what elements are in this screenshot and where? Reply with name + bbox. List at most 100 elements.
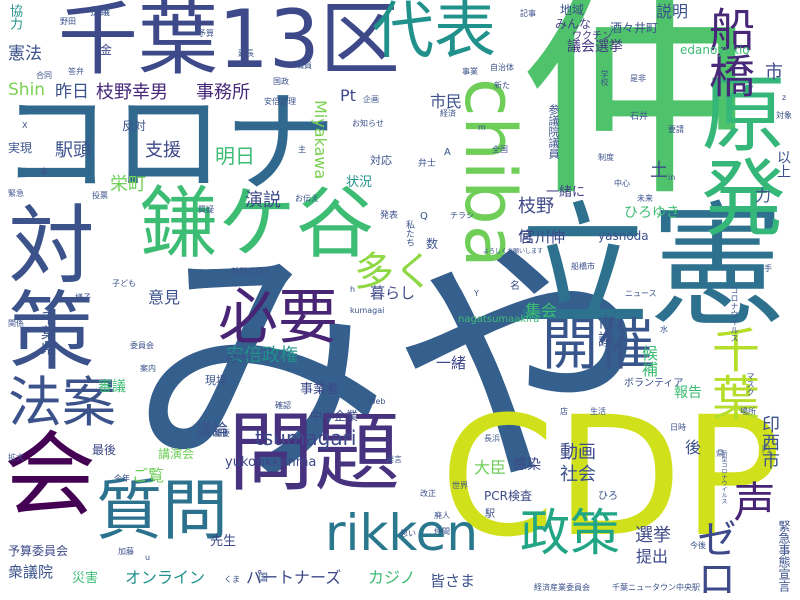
word-170: 何 xyxy=(518,229,532,245)
word-79: 感染 xyxy=(513,457,541,473)
word-28: edanoyukio xyxy=(680,43,750,57)
word-166: 千葉ニュータウン中央駅 xyxy=(612,583,700,592)
word-98: 国政 xyxy=(273,77,289,86)
word-83: オンライン xyxy=(125,568,206,587)
word-42: 駅頭 xyxy=(55,140,91,161)
word-150: 日時 xyxy=(670,423,686,432)
word-84: パートナーズ xyxy=(246,568,342,587)
word-20: 千葉 xyxy=(703,325,759,421)
word-48: 枝野 xyxy=(518,196,554,217)
word-108: 企画 xyxy=(363,95,379,104)
word-174: 事 xyxy=(40,167,48,176)
word-82: 提出 xyxy=(636,547,669,566)
word-144: ボランティア xyxy=(624,378,684,389)
word-66: 事業者 xyxy=(300,382,340,397)
word-58: 暮らし xyxy=(370,284,416,302)
word-33: 協力 xyxy=(7,4,22,30)
word-72: 講演会 xyxy=(158,447,195,461)
word-148: 店 xyxy=(560,407,568,416)
word-115: 主 xyxy=(298,145,306,154)
word-86: 皆さま xyxy=(430,572,476,590)
word-177: 手 xyxy=(764,264,772,273)
word-4: コロナ xyxy=(0,79,336,209)
word-43: 支援 xyxy=(145,140,181,161)
word-65: 一緒 xyxy=(436,354,467,372)
word-64: 千葉県 xyxy=(39,310,57,355)
word-36: 枝野幸男 xyxy=(96,82,168,103)
word-172: 名 xyxy=(510,281,520,292)
word-118: 全国 xyxy=(492,145,508,154)
word-70: 審議 xyxy=(98,379,126,395)
word-100: 事業 xyxy=(462,67,478,76)
word-103: 学校 xyxy=(600,70,609,86)
word-120: 質疑 xyxy=(198,205,214,214)
word-102: 新た xyxy=(494,81,510,90)
word-151: 円 xyxy=(762,445,770,454)
word-39: 市民 xyxy=(430,92,463,111)
word-164: ひろ xyxy=(598,491,618,502)
word-78: 社会 xyxy=(560,464,596,485)
word-23: ゼロ xyxy=(690,518,736,598)
word-56: 意見 xyxy=(148,288,181,307)
word-132: ニュース xyxy=(625,289,657,298)
word-167: 加藤 xyxy=(118,547,134,556)
word-50: 宮川伸 xyxy=(520,228,566,246)
word-158: 廃人 xyxy=(434,511,450,520)
word-124: 未来 xyxy=(637,194,653,203)
word-111: 石井 xyxy=(630,112,649,122)
word-31: 市 xyxy=(765,62,783,83)
word-142: kumagai xyxy=(350,306,385,315)
word-44: 明日 xyxy=(215,144,255,168)
word-129: よろしくお願いします xyxy=(483,248,544,255)
word-12: 質問 xyxy=(96,472,228,549)
word-73: ご覧 xyxy=(132,466,165,485)
word-133: コロナウイルス xyxy=(730,286,739,342)
word-153: 重要 xyxy=(214,429,230,438)
word-87: 衆議院 xyxy=(8,563,54,581)
word-71: 最後 xyxy=(92,443,117,457)
word-57: 安倍政権 xyxy=(226,345,298,366)
word-134: 様子 xyxy=(75,293,91,302)
word-80: 後 xyxy=(685,438,702,457)
word-123: 中心 xyxy=(614,179,630,188)
word-16: 法案 xyxy=(8,371,116,434)
word-6: 対策 xyxy=(0,200,93,372)
word-95: 野田 xyxy=(60,17,76,26)
word-184: z xyxy=(782,93,787,102)
word-40: Miyakawa xyxy=(311,100,330,180)
word-46: 演説 xyxy=(245,190,281,211)
word-140: 現場 xyxy=(205,374,227,387)
word-162: 県 xyxy=(716,449,724,458)
word-0: 仲 xyxy=(520,0,751,228)
word-97: 職員 xyxy=(296,61,312,70)
word-163: 駅 xyxy=(485,509,495,520)
word-145: マスク xyxy=(746,372,755,396)
word-69: 議論 xyxy=(196,420,229,439)
word-179: X xyxy=(22,121,28,130)
word-176: 拡大 xyxy=(8,453,24,462)
word-93: 抗議 xyxy=(90,7,110,18)
word-182: Q xyxy=(420,211,428,222)
word-25: みんな xyxy=(555,17,592,31)
word-32: 憲法 xyxy=(8,44,42,64)
word-53: 以上 xyxy=(775,150,791,178)
word-22: 声 xyxy=(727,480,776,522)
word-109: 経済 xyxy=(440,109,456,118)
word-24: 議会選挙 xyxy=(567,39,623,55)
word-85: カジノ xyxy=(368,568,416,587)
word-45: 栄町 xyxy=(110,174,146,195)
word-11: 問題 xyxy=(228,403,400,503)
word-154: 今年 xyxy=(114,474,130,483)
word-94: 記事 xyxy=(520,9,536,18)
word-61: 印西市 xyxy=(759,415,780,469)
word-127: 私たち xyxy=(404,220,414,247)
word-17: rikken xyxy=(325,504,479,562)
word-55: 力 xyxy=(755,186,772,205)
word-27: 酒々井町 xyxy=(610,21,659,35)
word-138: 報告会 xyxy=(234,353,253,360)
word-107: 安倍総理 xyxy=(264,97,296,106)
word-8: 代表 xyxy=(372,0,497,67)
word-5: 千葉13区 xyxy=(58,0,400,86)
word-68: tsumagari xyxy=(255,426,357,450)
word-90: 災害 xyxy=(72,571,99,586)
